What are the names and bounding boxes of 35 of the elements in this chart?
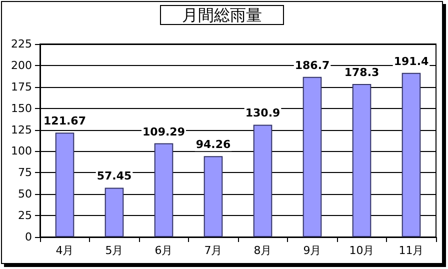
x-tick-label: 7月 [204, 244, 222, 257]
x-tick-label: 5月 [105, 244, 124, 257]
x-tick-label: 10月 [349, 244, 374, 257]
x-tick-label: 11月 [398, 244, 424, 257]
bar [55, 132, 74, 237]
y-tick-label: 175 [11, 80, 32, 94]
y-tick-label: 125 [11, 123, 32, 136]
y-tick-label: 225 [11, 38, 32, 50]
data-label: 121.67 [44, 114, 86, 128]
bar [104, 188, 124, 237]
x-tick-label: 8月 [254, 244, 272, 257]
data-label: 186.7 [294, 58, 330, 72]
data-label: 109.29 [142, 125, 185, 138]
chart-title: 月間総雨量 [182, 6, 262, 24]
bar [302, 76, 322, 237]
y-tick-label: 150 [11, 102, 32, 115]
bar [154, 143, 174, 237]
y-tick-label: 0 [25, 230, 32, 244]
bar [352, 84, 372, 237]
data-label: 57.45 [96, 170, 132, 183]
data-label: 130.9 [245, 106, 280, 120]
y-tick-label: 200 [11, 58, 32, 72]
y-tick-label: 100 [11, 144, 32, 158]
data-label: 94.26 [196, 138, 231, 152]
data-label: 191.4 [394, 54, 429, 68]
y-tick-label: 75 [18, 166, 32, 180]
y-tick-label: 25 [18, 209, 32, 222]
bar [204, 156, 223, 237]
y-tick-label: 50 [18, 188, 32, 201]
x-tick-label: 6月 [154, 244, 173, 257]
x-tick-label: 4月 [56, 244, 74, 257]
bar [253, 124, 272, 237]
bar [402, 72, 421, 237]
x-tick-label: 9月 [303, 244, 322, 257]
data-label: 178.3 [344, 66, 380, 80]
